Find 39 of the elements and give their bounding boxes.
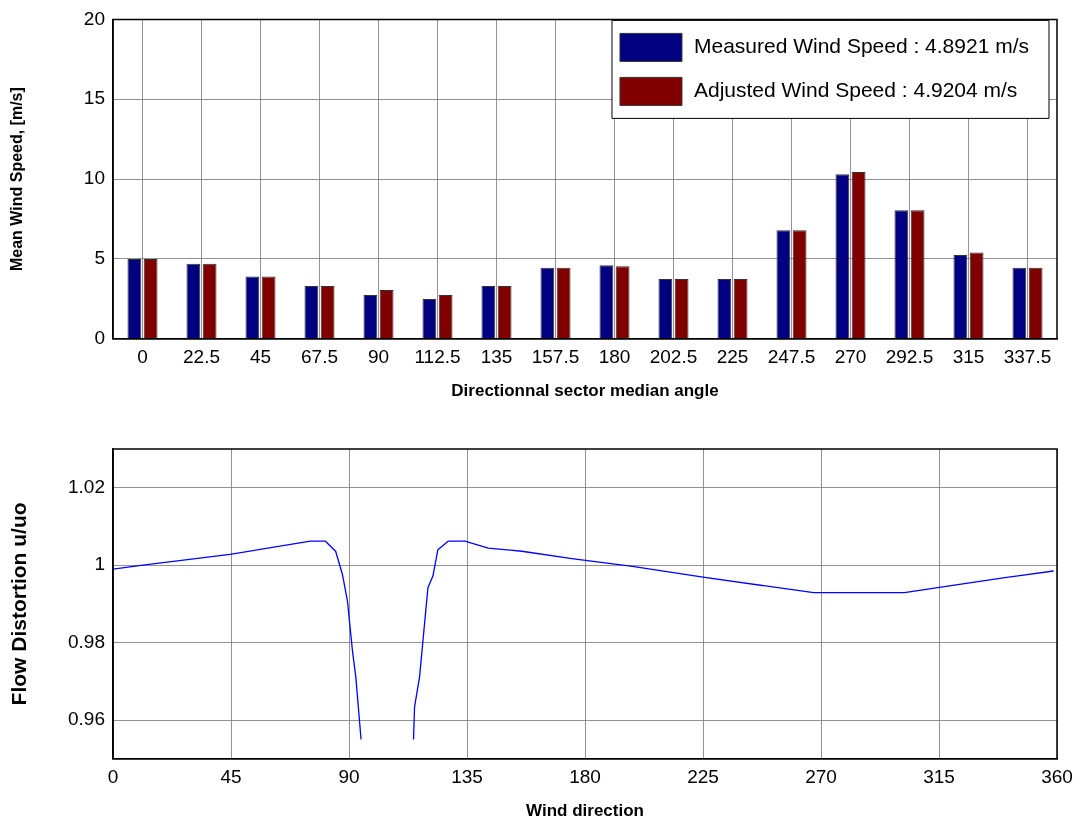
x-tick-label: 45 (220, 766, 242, 788)
x-tick-label: 135 (480, 346, 513, 368)
x-tick-label: 180 (569, 766, 601, 788)
y-tick-label: 5 (94, 247, 105, 269)
x-tick-label: 225 (687, 766, 719, 788)
x-tick-label: 225 (716, 346, 749, 368)
legend-label: Adjusted Wind Speed : 4.9204 m/s (693, 78, 1018, 102)
y-tick-label: 0.98 (68, 630, 105, 652)
x-tick-label: 360 (1041, 766, 1073, 788)
x-tick-label: 90 (338, 766, 360, 788)
x-tick-label: 315 (923, 766, 955, 788)
x-tick-label: 157.5 (531, 346, 580, 368)
x-tick-label: 0 (137, 346, 148, 368)
x-axis-title: Directionnal sector median angle (451, 381, 719, 401)
x-tick-label: 247.5 (767, 346, 816, 368)
y-axis-title: Mean Wind Speed, [m/s] (8, 87, 26, 272)
x-tick-label: 22.5 (183, 346, 220, 368)
x-tick-label: 270 (805, 766, 837, 788)
x-tick-label: 202.5 (649, 346, 698, 368)
x-tick-label: 135 (451, 766, 483, 788)
x-tick-label: 337.5 (1003, 346, 1052, 368)
x-tick-label: 90 (367, 346, 390, 368)
y-tick-label: 0 (94, 327, 105, 349)
x-tick-label: 292.5 (885, 346, 934, 368)
y-tick-label: 1 (94, 553, 105, 575)
x-tick-label: 67.5 (301, 346, 338, 368)
x-tick-label: 270 (834, 346, 867, 368)
x-tick-label: 112.5 (414, 346, 461, 368)
x-tick-label: 315 (952, 346, 985, 368)
y-tick-label: 20 (83, 7, 105, 29)
y-tick-label: 0.96 (68, 708, 105, 730)
y-tick-label: 15 (83, 87, 105, 109)
y-axis-title: Flow Distortion u/uo (7, 502, 31, 706)
y-tick-label: 1.02 (68, 475, 105, 497)
x-tick-label: 45 (249, 346, 272, 368)
legend-label: Measured Wind Speed : 4.8921 m/s (693, 34, 1029, 58)
x-axis-title: Wind direction (526, 801, 644, 821)
x-tick-label: 180 (598, 346, 631, 368)
y-tick-label: 10 (83, 167, 105, 189)
